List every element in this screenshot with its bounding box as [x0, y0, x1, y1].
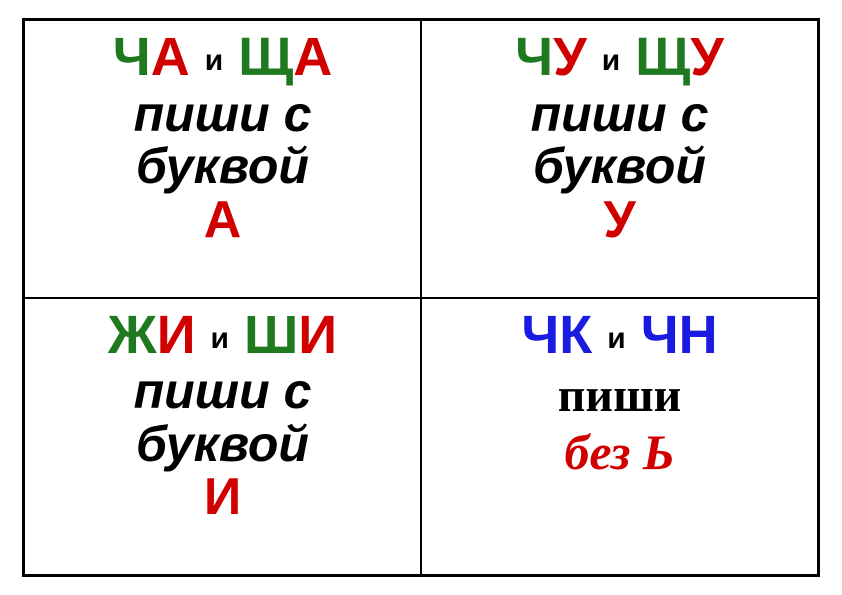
syllable-pair: ЖИ и ШИ [108, 307, 337, 364]
rule-cell-2: ЖИ и ШИ пиши с буквой И [24, 298, 421, 576]
syllable-1-cons: Ч [521, 305, 559, 365]
rule-text-1: пиши с [134, 365, 312, 418]
syllable-1-vowel: И [157, 305, 196, 365]
conjunction: и [211, 321, 229, 354]
rule-text-1: пиши с [531, 88, 709, 141]
conjunction: и [205, 44, 223, 77]
conjunction: и [602, 44, 620, 77]
rule-final: без Ь [564, 426, 674, 479]
rule-text-1: пиши с [134, 88, 312, 141]
syllable-2-cons: Щ [238, 27, 293, 87]
rule-letter: У [603, 193, 635, 248]
rule-cell-0: ЧА и ЩА пиши с буквой А [24, 20, 421, 298]
syllable-2-cons: Ш [244, 305, 298, 365]
syllable-2-cons: Щ [635, 27, 690, 87]
syllable-pair: ЧУ и ЩУ [515, 29, 724, 86]
syllable-2-cons: Ч [641, 305, 679, 365]
rule-cell-1: ЧУ и ЩУ пиши с буквой У [421, 20, 818, 298]
rule-letter: А [204, 193, 242, 248]
syllable-2-vowel: Н [679, 305, 718, 365]
rule-letter: И [204, 470, 241, 525]
syllable-pair: ЧК и ЧН [521, 307, 717, 364]
rule-text-serif: пиши [558, 371, 682, 421]
rule-cell-3: ЧК и ЧН пиши без Ь [421, 298, 818, 576]
rule-text-2: буквой [136, 418, 309, 471]
syllable-2-vowel: А [293, 27, 332, 87]
rule-text-2: буквой [533, 140, 706, 193]
syllable-1-cons: Ж [108, 305, 157, 365]
rules-grid: ЧА и ЩА пиши с буквой А ЧУ и ЩУ пиши с б… [22, 18, 820, 577]
syllable-1-cons: Ч [113, 27, 151, 87]
syllable-1-vowel: А [151, 27, 190, 87]
syllable-2-vowel: У [690, 27, 724, 87]
rule-text-2: буквой [136, 140, 309, 193]
syllable-1-cons: Ч [515, 27, 553, 87]
syllable-2-vowel: И [298, 305, 337, 365]
syllable-1-vowel: К [559, 305, 592, 365]
conjunction: и [607, 321, 625, 354]
syllable-pair: ЧА и ЩА [113, 29, 332, 86]
syllable-1-vowel: У [553, 27, 587, 87]
